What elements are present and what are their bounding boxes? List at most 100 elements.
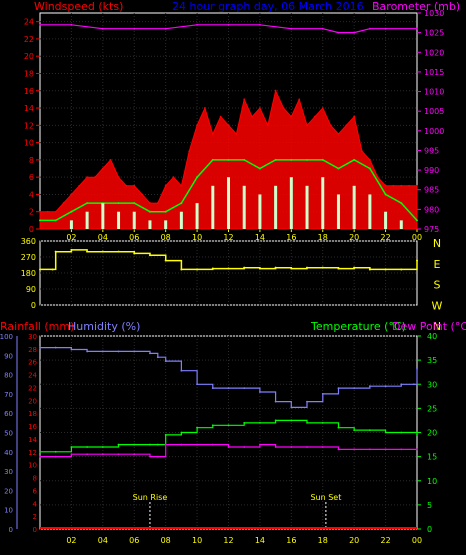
gust-point [94,176,96,179]
temperature-point [117,443,120,446]
wind-tick-label: 22 [24,35,34,44]
temp-tick-label: 10 [427,477,437,486]
gust-point [306,124,308,127]
humidity-point [416,367,418,370]
gust-point [78,184,81,187]
dewpoint-point [274,446,277,448]
humidity-tick-label: 60 [4,410,13,418]
barometer-label: Barometer (mb) [372,0,460,13]
dewpoint-point [290,446,293,448]
wind-direction-point [101,250,104,253]
time-tick-label: 20 [349,536,359,545]
time-tick-label: 18 [318,536,328,545]
wind-direction-point [148,254,151,257]
humidity-tick-label: 10 [4,507,13,515]
temperature-point [274,419,277,422]
baro-tick-label: 1005 [424,107,444,116]
average-wind-point [243,158,246,161]
sunrise-label: Sun Rise [133,493,168,502]
dewpoint-label: Dew Point (°C) [392,320,466,333]
temperature-point [39,450,41,453]
average-wind-point [70,210,73,213]
pressure-point [259,23,261,26]
baro-tick-label: 1000 [424,127,444,136]
temperature-point [259,421,261,424]
time-tick-label: 08 [161,536,171,545]
temp-tick-label: 0 [427,525,432,534]
dewpoint-point [54,455,57,458]
pressure-point [164,27,167,30]
wind-direction-point [39,268,41,271]
gust-point [39,210,41,213]
wind-direction-point [211,267,214,270]
wind-direction-point [368,268,371,271]
rainfall-tick-label: 20 [28,397,37,405]
wind-tick-label: 18 [24,69,34,78]
time-tick-label: 16 [286,536,296,545]
gust-point [274,89,277,92]
dewpoint-point [321,446,324,448]
gust-point [392,184,395,187]
wind-direction-point [337,267,340,270]
temperature-point [368,429,371,431]
gust-point [243,98,246,101]
baro-tick-label: 1015 [424,68,444,77]
average-wind-point [290,158,293,161]
temperature-point [54,450,57,453]
humidity-point [117,350,120,353]
gust-point [235,133,238,135]
time-tick-label: 10 [192,536,202,545]
gust-point [188,150,191,153]
time-tick-label: 14 [255,536,265,545]
dewpoint-point [196,443,198,446]
baro-tick-label: 985 [424,186,439,195]
rainfall-tick-label: 18 [28,410,37,418]
time-tick-label: 12 [223,233,233,242]
rainfall-label: Rainfall (mm) [0,320,74,333]
time-tick-label: 06 [129,536,139,545]
wind-direction-point [54,250,57,253]
gust-point [204,107,206,109]
humidity-tick-label: 0 [9,526,13,534]
average-wind-point [133,202,136,205]
dewpoint-point [86,453,89,456]
gust-point [54,210,57,213]
dewpoint-point [416,448,418,451]
wind-direction-point [290,267,293,270]
pressure-point [353,31,356,34]
humidity-point [70,348,73,351]
direction-tick-label: 180 [21,269,36,278]
gust-point [337,133,340,135]
average-wind-point [337,167,340,170]
average-wind-point [258,167,261,170]
temperature-label: Temperature (°C) [310,320,406,333]
time-tick-label: 16 [286,233,296,242]
average-wind-point [306,158,309,161]
wind-direction-point [196,268,199,271]
series-layer: Sun Rise Sun Set [39,23,418,529]
temp-tick-label: 5 [427,501,432,510]
wind-tick-label: 0 [29,225,34,234]
dewpoint-point [211,443,214,446]
gust-point [172,176,175,179]
average-wind-point [196,176,199,179]
humidity-point [149,352,151,355]
pressure-point [196,23,198,26]
gust-point [384,184,387,187]
wind-direction-point [274,266,277,269]
wind-direction-point [70,248,73,251]
wind-tick-label: 16 [24,87,34,96]
baro-tick-label: 1020 [424,48,444,57]
rainfall-tick-label: 4 [33,500,38,508]
axes: 0246810121416182022249759809859909951000… [0,9,444,545]
wind-tick-label: 14 [24,104,34,113]
direction-tick-label: 360 [21,237,36,246]
average-wind-point [368,167,371,170]
humidity-tick-label: 70 [4,391,13,399]
temperature-point [290,419,293,422]
dewpoint-point [353,448,356,451]
temperature-point [337,426,340,429]
pressure-point [101,27,104,30]
humidity-point [384,385,387,388]
